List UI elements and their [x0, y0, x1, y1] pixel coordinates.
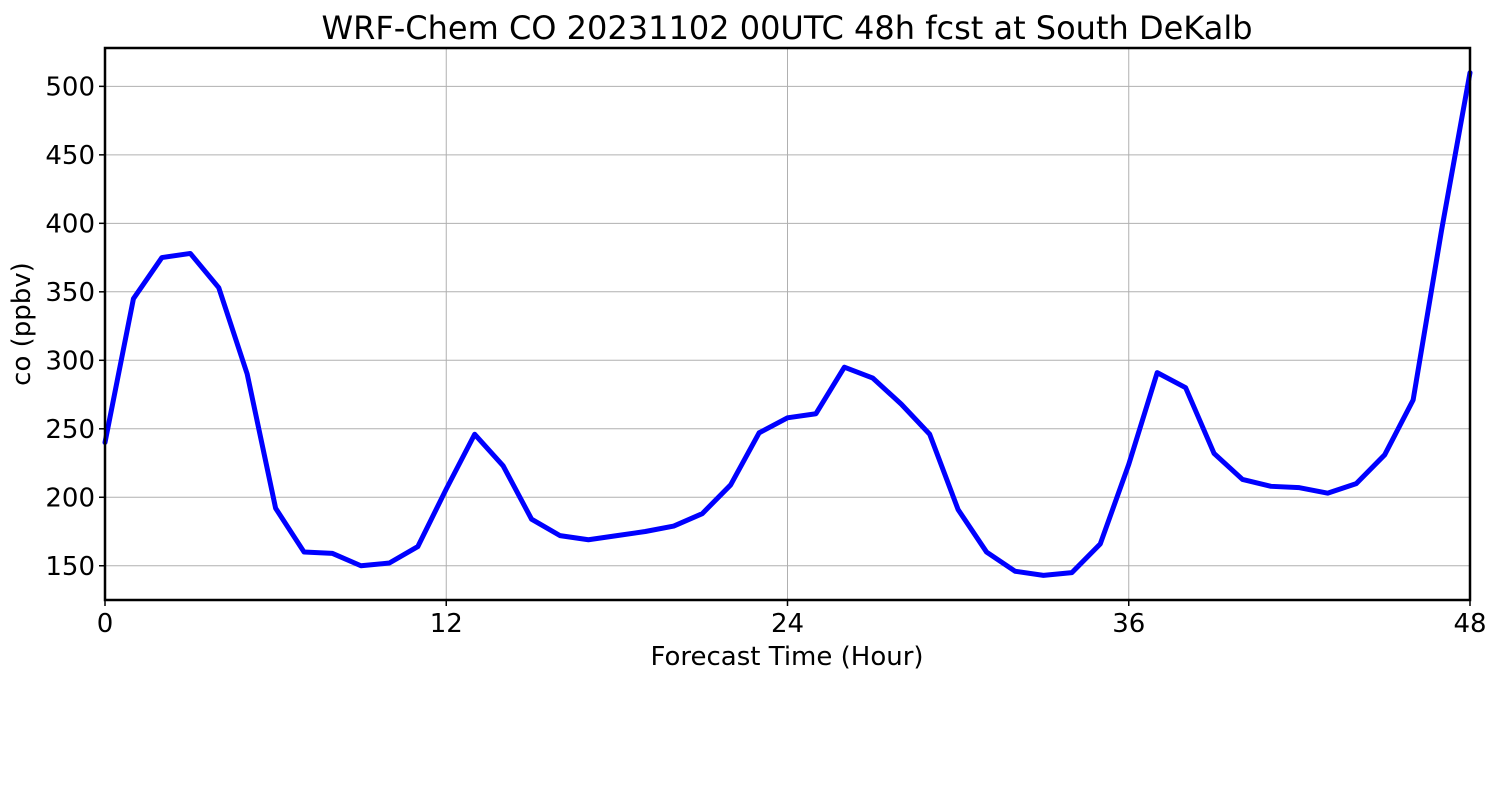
y-tick-label: 400 — [45, 209, 95, 239]
y-tick-label: 150 — [45, 552, 95, 582]
grid — [104, 48, 1471, 600]
plot-frame — [103, 46, 1472, 602]
series-line — [102, 70, 1473, 578]
y-tick-label: 250 — [45, 415, 95, 445]
axis-ticks: 150 200 250 300 350 400 450 500 0 12 24 36 48 — [45, 72, 1486, 639]
chart-title: WRF-Chem CO 20231102 00UTC 48h fcst at S… — [321, 9, 1252, 47]
x-tick-label: 48 — [1453, 609, 1486, 639]
x-tick-label: 12 — [430, 609, 463, 639]
y-tick-label: 200 — [45, 483, 95, 513]
x-tick-label: 24 — [771, 609, 804, 639]
y-tick-label: 350 — [45, 278, 95, 308]
x-axis-label: Forecast Time (Hour) — [650, 642, 923, 672]
y-axis-label: co (ppbv) — [7, 262, 37, 386]
x-tick-label: 36 — [1112, 609, 1145, 639]
y-tick-label: 300 — [45, 346, 95, 376]
y-tick-label: 450 — [45, 141, 95, 171]
x-tick-label: 0 — [97, 609, 114, 639]
y-tick-label: 500 — [45, 72, 95, 102]
